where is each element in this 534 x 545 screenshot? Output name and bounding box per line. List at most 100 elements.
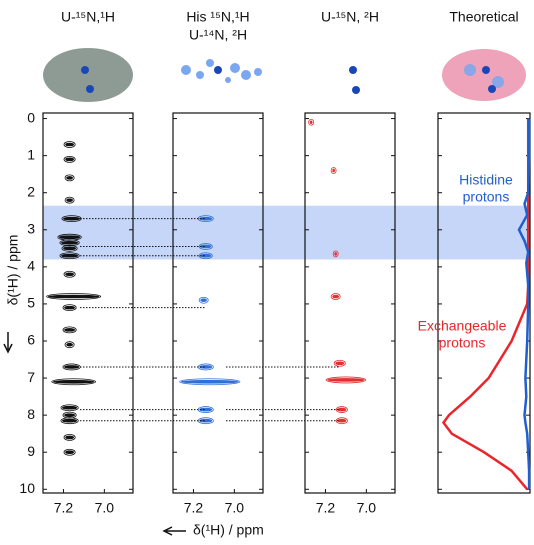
peak-contour	[308, 118, 315, 126]
panel-title: U-¹⁵N, ²H	[321, 9, 379, 25]
y-tick-label: 1	[27, 146, 35, 162]
y-tick-label: 5	[27, 295, 35, 311]
plot-frame	[437, 112, 531, 494]
peak	[66, 176, 73, 180]
peak	[332, 294, 340, 299]
y-arrow	[3, 332, 13, 354]
theory-curve	[517, 118, 531, 490]
peak	[47, 294, 100, 299]
histidine-site	[482, 66, 490, 74]
peak	[59, 235, 81, 239]
histidine-site	[86, 85, 94, 93]
plot-frame	[304, 112, 396, 494]
peak	[337, 407, 347, 412]
peak-contour	[62, 411, 77, 419]
x-tick-label: 7.2	[184, 500, 204, 516]
y-axis-label: δ(¹H) / ppm	[5, 235, 21, 306]
structure-icons	[43, 48, 526, 102]
peak	[65, 142, 74, 147]
peak	[200, 244, 212, 249]
protein-icon	[43, 48, 133, 102]
peak-contour	[64, 196, 75, 204]
y-tick-label: 9	[27, 443, 35, 459]
peak-contour	[330, 167, 337, 174]
peak	[52, 379, 95, 384]
y-tick-label: 8	[27, 406, 35, 422]
plot-frame	[42, 112, 134, 494]
histidine-icon	[181, 59, 262, 83]
peak	[337, 418, 347, 423]
peak	[65, 272, 74, 277]
peak	[65, 435, 74, 440]
peak-contour	[59, 239, 80, 247]
plot-frame	[172, 112, 264, 494]
peak-contour	[60, 417, 79, 425]
panel-title: U-¹⁴N, ²H	[189, 27, 247, 43]
y-tick-label: 3	[27, 220, 35, 236]
peak-contour	[63, 270, 76, 278]
x-tick-label: 7.0	[225, 500, 245, 516]
peak-contour	[198, 243, 213, 250]
peak-contour	[61, 244, 78, 252]
y-tick-label: 6	[27, 332, 35, 348]
histidine-site	[81, 66, 89, 74]
peak	[200, 253, 212, 258]
peak	[200, 298, 208, 303]
peak	[309, 120, 313, 125]
highlight-band	[43, 205, 530, 260]
x-axis-label: δ(¹H) / ppm	[193, 522, 264, 538]
peak	[65, 157, 74, 162]
x-tick-label: 7.0	[357, 500, 377, 516]
x-tick-label: 7.2	[316, 500, 336, 516]
peak	[63, 246, 77, 251]
y-tick-label: 2	[27, 183, 35, 199]
annotation: protons	[463, 189, 510, 205]
panel-title: His ¹⁵N,¹H	[186, 9, 249, 25]
peak	[64, 413, 76, 417]
histidine-site	[488, 85, 496, 93]
peak	[65, 450, 74, 455]
peak	[61, 253, 79, 258]
peak-contour	[60, 404, 79, 412]
peak	[334, 252, 338, 256]
annotation: Exchangeable	[418, 318, 507, 334]
peak	[63, 216, 81, 221]
peak-contour	[46, 293, 102, 300]
histidine-site	[352, 86, 360, 94]
annotation: Histidine	[459, 172, 513, 188]
peak	[64, 305, 76, 310]
y-tick-label: 7	[27, 369, 35, 385]
peak	[327, 378, 365, 382]
peak-contour	[57, 233, 82, 241]
peak-contour	[179, 378, 241, 386]
peak-contour	[198, 252, 213, 260]
peak	[332, 168, 335, 173]
peak-contour	[325, 376, 367, 384]
peak-contour	[335, 417, 348, 425]
peak	[199, 418, 213, 423]
peak-contour	[332, 250, 339, 258]
peak	[199, 407, 213, 412]
x-arrow	[162, 526, 186, 536]
peak	[66, 198, 73, 202]
peak-contour	[63, 448, 76, 456]
histidine-site	[349, 66, 357, 74]
peak-contour	[330, 293, 341, 300]
histidine-site	[214, 66, 222, 74]
y-tick-label: 0	[27, 109, 35, 125]
x-tick-label: 7.0	[95, 500, 115, 516]
panel-title: U-¹⁵N,¹H	[61, 9, 115, 25]
y-tick-label: 4	[27, 258, 35, 274]
peak-contour	[64, 174, 75, 182]
theory-icon	[442, 49, 526, 101]
peak-contour	[59, 252, 80, 260]
peak	[62, 418, 78, 423]
annotation: protons	[439, 335, 486, 351]
histidine-icon	[464, 64, 476, 76]
peak-contour	[51, 378, 97, 386]
peak-contour	[63, 141, 76, 148]
peak	[180, 379, 239, 384]
peak	[61, 240, 79, 245]
peak	[199, 216, 213, 221]
